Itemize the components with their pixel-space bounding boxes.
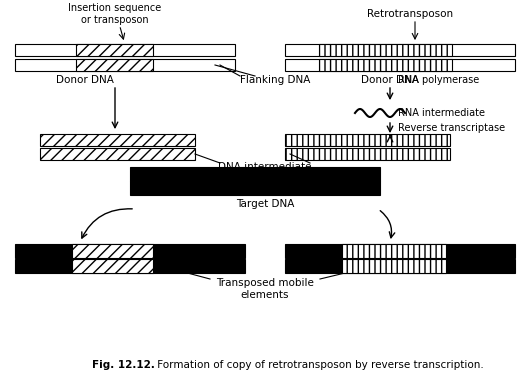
Bar (285, 148, 450, 160)
Bar (342, 244, 446, 258)
Bar (15, 244, 245, 258)
Bar (319, 59, 452, 71)
Text: Retrotransposon: Retrotransposon (367, 9, 453, 19)
Bar (15, 44, 235, 56)
Bar (76, 44, 153, 56)
Bar (76, 59, 153, 71)
Text: Transposed mobile
elements: Transposed mobile elements (216, 278, 314, 300)
Bar (40, 148, 195, 160)
Text: Formation of copy of retrotransposon by reverse transcription.: Formation of copy of retrotransposon by … (154, 360, 484, 370)
Text: Target DNA: Target DNA (236, 199, 294, 209)
Bar (15, 259, 245, 273)
Bar (72, 259, 153, 273)
Bar (15, 59, 235, 71)
Text: DNA intermediate: DNA intermediate (218, 162, 312, 172)
Bar (319, 44, 452, 56)
Bar (285, 134, 450, 146)
Bar (40, 134, 195, 146)
Text: Donor DNA: Donor DNA (56, 75, 114, 85)
Text: Fig. 12.12.: Fig. 12.12. (92, 360, 155, 370)
Text: Reverse transcriptase: Reverse transcriptase (398, 123, 505, 133)
Bar (342, 259, 446, 273)
Bar (285, 259, 515, 273)
Text: RNA intermediate: RNA intermediate (398, 108, 485, 118)
Bar (285, 59, 515, 71)
Bar (130, 167, 380, 181)
Bar (285, 244, 515, 258)
Text: Flanking DNA: Flanking DNA (240, 75, 311, 85)
Text: RNA polymerase: RNA polymerase (398, 75, 479, 85)
Text: Donor DNA: Donor DNA (361, 75, 419, 85)
Bar (285, 44, 515, 56)
Bar (72, 244, 153, 258)
Text: Insertion sequence
or transposon: Insertion sequence or transposon (68, 3, 161, 25)
Bar (130, 181, 380, 195)
